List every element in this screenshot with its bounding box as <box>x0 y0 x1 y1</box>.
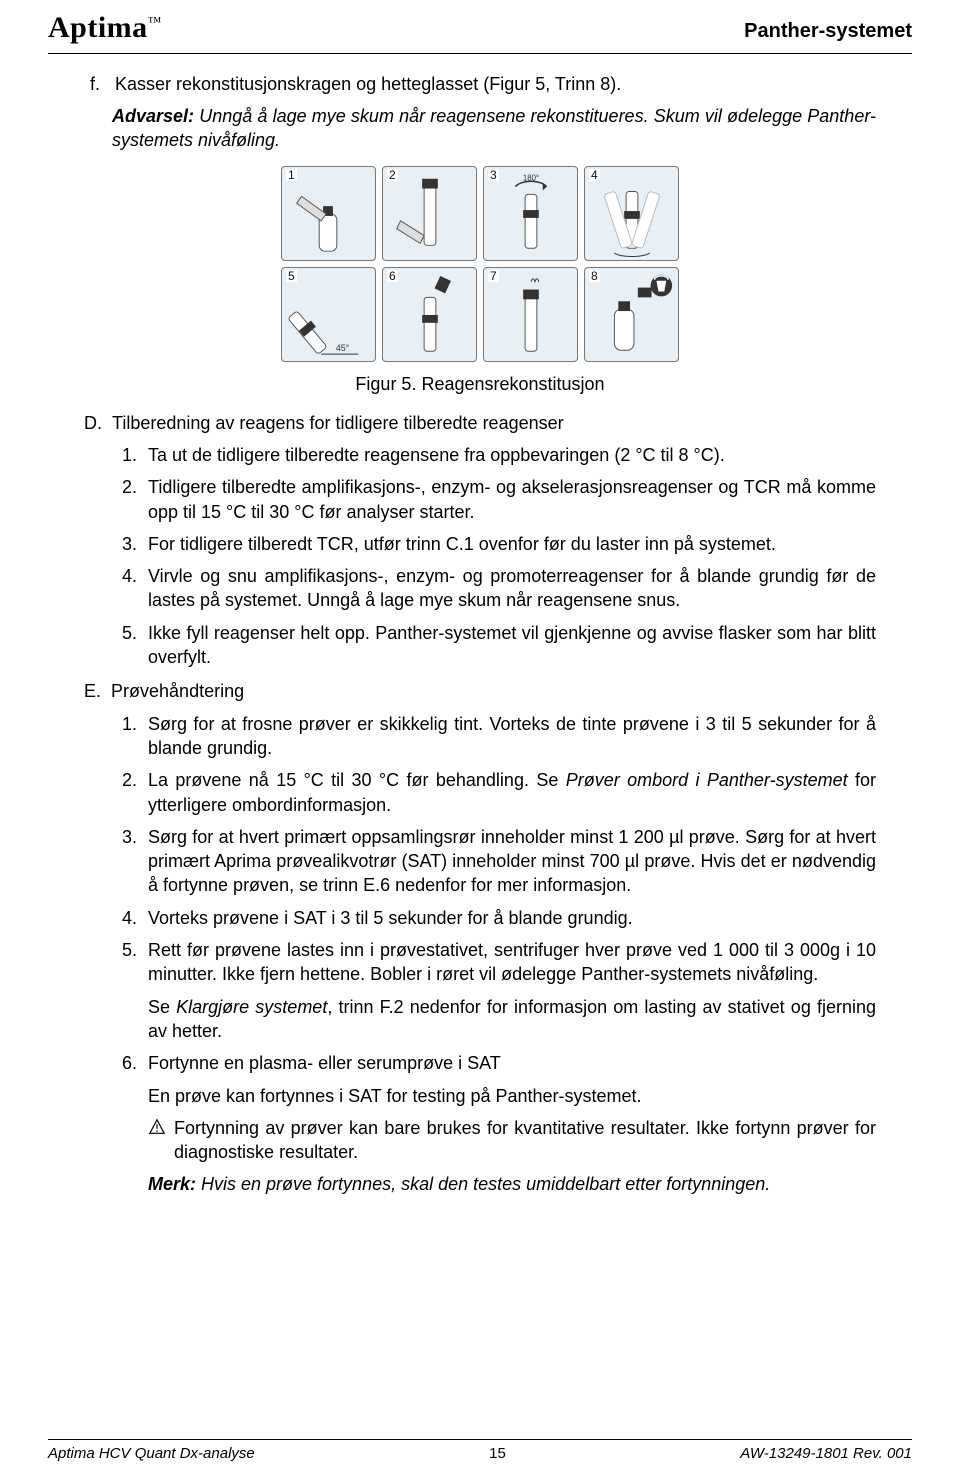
step-f-text: Kasser rekonstitusjonskragen og hettegla… <box>115 74 621 94</box>
figure-cell-1: 1 <box>281 166 376 261</box>
figure-cell-6: 6 <box>382 267 477 362</box>
item-text: Fortynne en plasma- eller serumprøve i S… <box>148 1053 501 1073</box>
angle-180-label: 180° <box>523 174 539 183</box>
body-content: f. Kasser rekonstitusjonskragen og hette… <box>48 72 912 1197</box>
sub-italic: Klargjøre systemet <box>176 997 327 1017</box>
section-d-marker: D. <box>84 413 102 433</box>
list-item: For tidligere tilberedt TCR, utfør trinn… <box>142 532 876 556</box>
figure-cell-number: 4 <box>589 169 600 181</box>
item-note: Merk: Hvis en prøve fortynnes, skal den … <box>148 1172 876 1196</box>
system-name: Panther-systemet <box>744 18 912 45</box>
item-text: Vorteks prøvene i SAT i 3 til 5 sekunder… <box>148 908 633 928</box>
list-item: Fortynne en plasma- eller serumprøve i S… <box>142 1051 876 1196</box>
sub-pre: Se <box>148 997 176 1017</box>
trademark-symbol: ™ <box>148 15 162 30</box>
section-d-list: Ta ut de tidligere tilberedte reagensene… <box>84 443 876 669</box>
section-e-title: Prøvehåndtering <box>111 681 244 701</box>
page-footer: Aptima HCV Quant Dx-analyse 15 AW-13249-… <box>48 1439 912 1464</box>
item-subtext: Se Klargjøre systemet, trinn F.2 nedenfo… <box>148 995 876 1044</box>
figure-caption: Figur 5. Reagensrekonstitusjon <box>84 372 876 396</box>
item-warning: Fortynning av prøver kan bare brukes for… <box>148 1116 876 1165</box>
item-italic: Prøver ombord i Panther-systemet <box>566 770 848 790</box>
step-f-marker: f. <box>90 74 100 94</box>
list-item: La prøvene nå 15 °C til 30 °C før behand… <box>142 768 876 817</box>
brand-logo: Aptima™ <box>48 8 162 49</box>
figure-cell-3: 3 180° <box>483 166 578 261</box>
list-item: Virvle og snu amplifikasjons-, enzym- og… <box>142 564 876 613</box>
list-item: Ta ut de tidligere tilberedte reagensene… <box>142 443 876 467</box>
item-text: Sørg for at hvert primært oppsamlingsrør… <box>148 827 876 896</box>
list-item: Vorteks prøvene i SAT i 3 til 5 sekunder… <box>142 906 876 930</box>
figure-cell-number: 2 <box>387 169 398 181</box>
item-text: Sørg for at frosne prøver er skikkelig t… <box>148 714 876 758</box>
document-page: Aptima™ Panther-systemet f. Kasser rekon… <box>0 0 960 1474</box>
footer-right: AW-13249-1801 Rev. 001 <box>740 1444 912 1464</box>
item-sub1: En prøve kan fortynnes i SAT for testing… <box>148 1084 876 1108</box>
page-number: 15 <box>489 1444 506 1464</box>
footer-left: Aptima HCV Quant Dx-analyse <box>48 1444 255 1464</box>
figure-cell-number: 8 <box>589 270 600 282</box>
step-f: f. Kasser rekonstitusjonskragen og hette… <box>84 72 876 96</box>
figure-cell-number: 6 <box>387 270 398 282</box>
figure-grid: 1 2 <box>281 166 679 362</box>
item-text: La prøvene nå 15 °C til 30 °C før behand… <box>148 770 566 790</box>
figure-cell-5: 5 45° <box>281 267 376 362</box>
figure-5: 1 2 <box>84 166 876 362</box>
list-item: Tidligere tilberedte amplifikasjons-, en… <box>142 475 876 524</box>
list-item: Sørg for at frosne prøver er skikkelig t… <box>142 712 876 761</box>
warning-body: Fortynning av prøver kan bare brukes for… <box>174 1118 876 1162</box>
list-item: Rett før prøvene lastes inn i prøvestati… <box>142 938 876 1043</box>
figure-cell-number: 3 <box>488 169 499 181</box>
angle-45-label: 45° <box>336 344 349 354</box>
section-e-list: Sørg for at frosne prøver er skikkelig t… <box>84 712 876 1197</box>
figure-cell-number: 7 <box>488 270 499 282</box>
brand-name: Aptima <box>48 11 148 44</box>
figure-cell-number: 1 <box>286 169 297 181</box>
warning-triangle-icon <box>148 1118 166 1136</box>
page-header: Aptima™ Panther-systemet <box>48 8 912 54</box>
list-item: Sørg for at hvert primært oppsamlingsrør… <box>142 825 876 898</box>
section-e-heading: E. Prøvehåndtering <box>84 679 876 703</box>
figure-cell-number: 5 <box>286 270 297 282</box>
note-text: Hvis en prøve fortynnes, skal den testes… <box>196 1174 770 1194</box>
list-item: Ikke fyll reagenser helt opp. Panther-sy… <box>142 621 876 670</box>
section-d-title: Tilberedning av reagens for tidligere ti… <box>112 413 564 433</box>
figure-cell-8: 8 <box>584 267 679 362</box>
section-e-marker: E. <box>84 681 101 701</box>
warning-label: Advarsel: <box>112 106 194 126</box>
section-d-heading: D. Tilberedning av reagens for tidligere… <box>84 411 876 435</box>
figure-cell-7: 7 <box>483 267 578 362</box>
figure-cell-4: 4 <box>584 166 679 261</box>
warning-text: Unngå å lage mye skum når reagensene rek… <box>112 106 876 150</box>
figure-cell-2: 2 <box>382 166 477 261</box>
note-label: Merk: <box>148 1174 196 1194</box>
warning-paragraph: Advarsel: Unngå å lage mye skum når reag… <box>84 104 876 153</box>
item-text: Rett før prøvene lastes inn i prøvestati… <box>148 940 876 984</box>
